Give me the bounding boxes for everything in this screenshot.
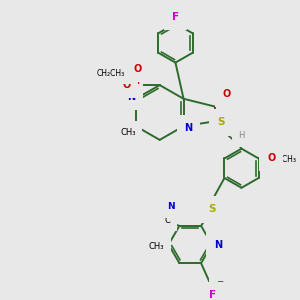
Text: ≡: ≡ (167, 208, 175, 218)
Text: N: N (127, 92, 135, 102)
Text: CH₃: CH₃ (120, 128, 136, 136)
Text: CH₃: CH₃ (149, 242, 164, 251)
Text: O: O (134, 64, 142, 74)
Text: S: S (208, 204, 215, 214)
Text: F: F (217, 280, 224, 291)
Text: N: N (167, 202, 174, 211)
Text: N: N (184, 123, 193, 133)
Text: F: F (209, 290, 217, 300)
Text: O: O (122, 80, 130, 90)
Text: CH₂CH₃: CH₂CH₃ (96, 69, 124, 78)
Text: O: O (223, 89, 231, 99)
Text: N: N (214, 239, 222, 250)
Text: F: F (172, 12, 179, 22)
Text: S: S (217, 117, 225, 127)
Text: H: H (238, 131, 245, 140)
Text: –CH₃: –CH₃ (278, 155, 296, 164)
Text: C: C (165, 215, 170, 224)
Text: O: O (267, 153, 275, 164)
